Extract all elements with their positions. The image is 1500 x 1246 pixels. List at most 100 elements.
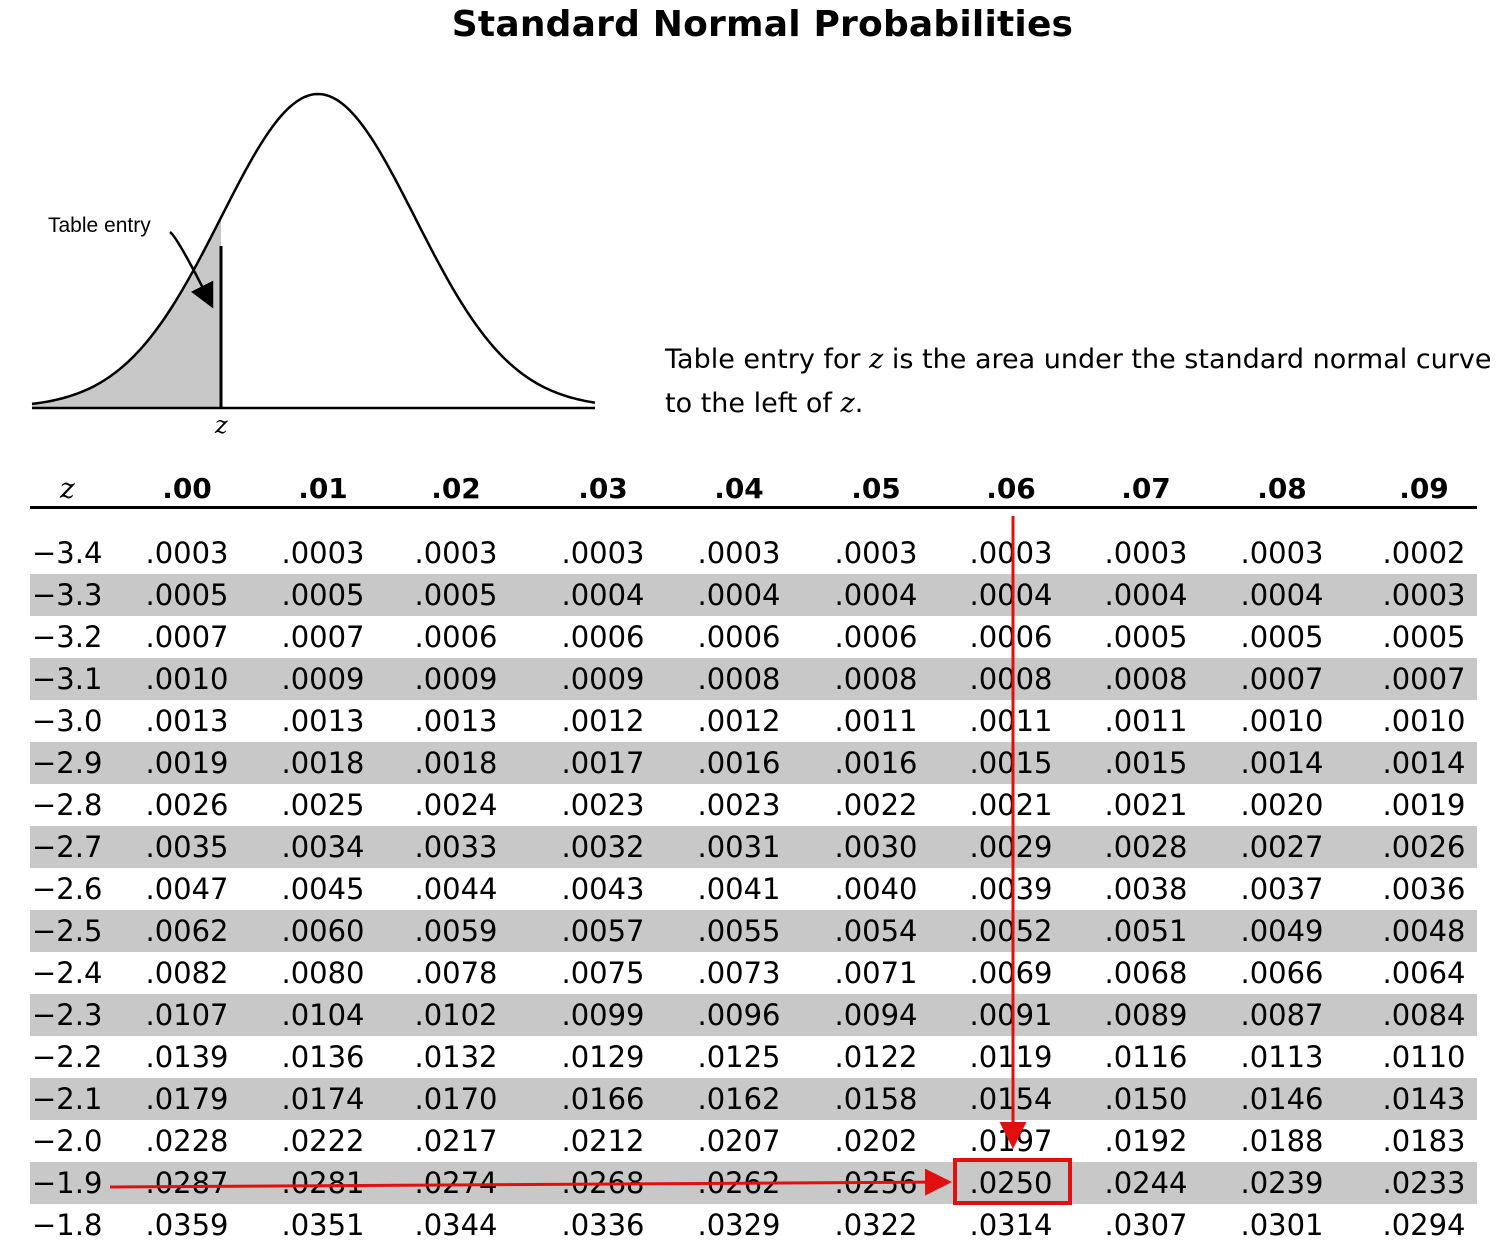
probability-cell: .0004 <box>1104 578 1188 612</box>
probability-cell: .0166 <box>561 1082 645 1116</box>
probability-cell: .0019 <box>145 746 229 780</box>
table-row: −2.7 .0035 .0034 .0033 .0032 .0031 .0030 .0029.… <box>30 826 1477 868</box>
probability-cell: .0066 <box>1240 956 1324 990</box>
probability-cell: .0188 <box>1240 1124 1324 1158</box>
probability-cell: .0003 <box>1104 536 1188 570</box>
probability-cell: .0041 <box>697 872 781 906</box>
probability-cell: .0091 <box>969 998 1053 1032</box>
probability-cell: .0132 <box>414 1040 498 1074</box>
probability-cell: .0089 <box>1104 998 1188 1032</box>
table-row: −3.0 .0013 .0013 .0013 .0012 .0012 .0011 .0011.… <box>30 700 1477 742</box>
z-value: −3.1 <box>32 662 103 696</box>
probability-cell: .0287 <box>145 1166 229 1200</box>
probability-cell: .0006 <box>697 620 781 654</box>
probability-cell: .0150 <box>1104 1082 1188 1116</box>
probability-cell: .0039 <box>969 872 1053 906</box>
probability-cell: .0003 <box>834 536 918 570</box>
probability-cell: .0244 <box>1104 1166 1188 1200</box>
table-row: −2.8 .0026 .0025 .0024 .0023 .0023 .0022 .0021.… <box>30 784 1477 826</box>
probability-cell: .0006 <box>834 620 918 654</box>
bell-curve <box>31 92 596 406</box>
probability-cell: .0014 <box>1382 746 1466 780</box>
probability-cell: .0016 <box>697 746 781 780</box>
probability-cell: .0007 <box>1240 662 1324 696</box>
probability-cell: .0322 <box>834 1208 918 1242</box>
probability-cell: .0029 <box>969 830 1053 864</box>
probability-cell: .0012 <box>561 704 645 738</box>
column-header: .04 <box>714 472 764 505</box>
probability-cell: .0003 <box>1382 578 1466 612</box>
probability-cell: .0073 <box>697 956 781 990</box>
probability-cell: .0107 <box>145 998 229 1032</box>
probability-cell: .0004 <box>969 578 1053 612</box>
probability-cell: .0080 <box>281 956 365 990</box>
table-row: −2.3 .0107 .0104 .0102 .0099 .0096 .0094 .0091.… <box>30 994 1477 1036</box>
probability-cell: .0059 <box>414 914 498 948</box>
probability-cell: .0119 <box>969 1040 1053 1074</box>
probability-cell: .0008 <box>697 662 781 696</box>
probability-cell: .0008 <box>969 662 1053 696</box>
probability-cell: .0162 <box>697 1082 781 1116</box>
probability-cell: .0154 <box>969 1082 1053 1116</box>
probability-cell: .0003 <box>561 536 645 570</box>
z-value: −2.0 <box>32 1124 103 1158</box>
probability-cell: .0008 <box>834 662 918 696</box>
probability-cell: .0035 <box>145 830 229 864</box>
table-row: −2.0 .0228 .0222 .0217 .0212 .0207 .0202 .0197.… <box>30 1120 1477 1162</box>
table-row: −2.9 .0019 .0018 .0018 .0017 .0016 .0016 .0015.… <box>30 742 1477 784</box>
probability-cell: .0314 <box>969 1208 1053 1242</box>
z-axis-label: z <box>214 411 228 439</box>
probability-cell: .0233 <box>1382 1166 1466 1200</box>
probability-cell: .0018 <box>281 746 365 780</box>
z-value: −2.8 <box>32 788 103 822</box>
probability-cell: .0043 <box>561 872 645 906</box>
probability-cell: .0026 <box>145 788 229 822</box>
probability-cell: .0003 <box>145 536 229 570</box>
probability-cell: .0010 <box>1382 704 1466 738</box>
probability-cell: .0274 <box>414 1166 498 1200</box>
table-row: −2.2 .0139 .0136 .0132 .0129 .0125 .0122 .0119.… <box>30 1036 1477 1078</box>
z-value: −1.9 <box>32 1166 103 1200</box>
z-value: −2.7 <box>32 830 103 864</box>
table-row: −2.5 .0062 .0060 .0059 .0057 .0055 .0054 .0052.… <box>30 910 1477 952</box>
header-rule <box>30 506 1477 509</box>
column-header: .05 <box>851 472 901 505</box>
probability-cell: .0045 <box>281 872 365 906</box>
caption: Table entry for z is the area under the … <box>665 338 1495 426</box>
probability-cell: .0062 <box>145 914 229 948</box>
probability-cell: .0019 <box>1382 788 1466 822</box>
probability-cell: .0351 <box>281 1208 365 1242</box>
probability-cell: .0122 <box>834 1040 918 1074</box>
probability-cell: .0047 <box>145 872 229 906</box>
table-entry-arrow-icon <box>169 231 214 309</box>
probability-table: −3.4 .0003 .0003 .0003 .0003 .0003 .0003 .0003.… <box>30 532 1477 1246</box>
probability-cell: .0022 <box>834 788 918 822</box>
probability-cell: .0015 <box>1104 746 1188 780</box>
probability-cell: .0020 <box>1240 788 1324 822</box>
z-value: −3.3 <box>32 578 103 612</box>
probability-cell: .0026 <box>1382 830 1466 864</box>
caption-line-2: to the left of z. <box>665 388 864 419</box>
page-title: Standard Normal Probabilities <box>451 4 1074 45</box>
probability-cell: .0096 <box>697 998 781 1032</box>
table-entry-label: Table entry <box>48 214 151 237</box>
probability-cell: .0036 <box>1382 872 1466 906</box>
probability-cell: .0212 <box>561 1124 645 1158</box>
probability-cell: .0004 <box>561 578 645 612</box>
probability-cell: .0113 <box>1240 1040 1324 1074</box>
probability-cell: .0170 <box>414 1082 498 1116</box>
z-value: −2.6 <box>32 872 103 906</box>
probability-cell: .0002 <box>1382 536 1466 570</box>
probability-cell: .0015 <box>969 746 1053 780</box>
probability-cell: .0033 <box>414 830 498 864</box>
probability-cell: .0004 <box>834 578 918 612</box>
probability-cell: .0017 <box>561 746 645 780</box>
probability-cell: .0301 <box>1240 1208 1324 1242</box>
probability-cell: .0136 <box>281 1040 365 1074</box>
probability-cell: .0012 <box>697 704 781 738</box>
probability-cell: .0005 <box>145 578 229 612</box>
probability-cell: .0268 <box>561 1166 645 1200</box>
probability-cell: .0021 <box>1104 788 1188 822</box>
probability-cell: .0239 <box>1240 1166 1324 1200</box>
probability-cell: .0005 <box>1382 620 1466 654</box>
